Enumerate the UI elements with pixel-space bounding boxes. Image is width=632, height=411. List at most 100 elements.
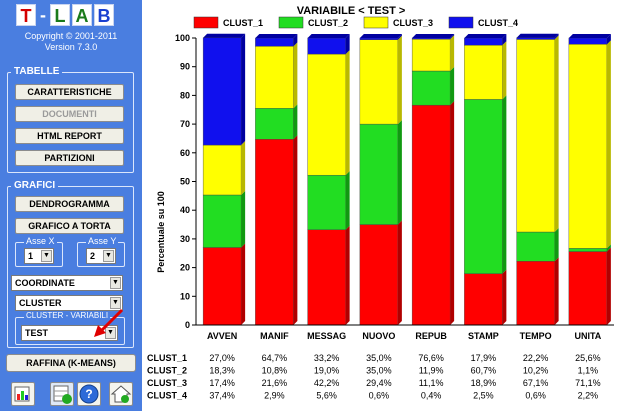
x-tick-label-repub: REPUB <box>415 331 447 341</box>
table-cell: 18,3% <box>209 366 235 376</box>
cluster-select[interactable]: CLUSTER ▼ <box>15 295 123 311</box>
bar-unita-clust_4 <box>568 37 608 45</box>
logo-letter-l: L <box>50 4 70 26</box>
chart-legend: CLUST_1 CLUST_2 CLUST_3 CLUST_4 <box>193 16 518 29</box>
table-cell: 11,1% <box>419 378 444 388</box>
chevron-down-icon[interactable]: ▼ <box>110 297 121 309</box>
table-cell: 10,2% <box>523 366 549 376</box>
y-tick-label: 20 <box>180 263 190 273</box>
bar-nuovo-clust_3 <box>359 39 399 125</box>
copyright-text: Copyright © 2001-2011 <box>24 31 118 41</box>
bar-messag-clust_2 <box>307 174 346 230</box>
cluster-variabili-group: CLUSTER - VARIABILI <box>15 311 125 345</box>
dendrogramma-button[interactable]: DENDROGRAMMA <box>15 196 124 212</box>
legend-label-clust_2: CLUST_2 <box>308 18 348 28</box>
table-cell: 11,9% <box>419 366 444 376</box>
table-cell: 2,9% <box>264 391 285 401</box>
bar-stamp-clust_4 <box>464 37 503 46</box>
bar-avven-clust_4 <box>202 37 242 146</box>
grafici-title: GRAFICI <box>11 180 59 191</box>
html-report-button[interactable]: HTML REPORT <box>15 128 124 144</box>
documenti-button[interactable]: DOCUMENTI <box>15 106 124 122</box>
y-tick-label: 10 <box>180 291 190 301</box>
help-icon: ? <box>79 384 99 404</box>
bar-top-repub <box>412 34 455 38</box>
grafico-a-torta-button[interactable]: GRAFICO A TORTA <box>15 218 124 234</box>
table-row-label-clust_1: CLUST_1 <box>147 353 187 363</box>
bar-top-nuovo <box>359 34 402 38</box>
y-tick-label: 60 <box>180 148 190 158</box>
bar-manif-clust_1 <box>255 139 294 326</box>
caratteristiche-button[interactable]: CARATTERISTICHE <box>15 84 124 100</box>
home-icon[interactable] <box>109 382 133 406</box>
bar-side-tempo-clust_2 <box>554 228 559 262</box>
bar-side-messag-clust_3 <box>345 50 350 176</box>
partizioni-button[interactable]: PARTIZIONI <box>15 150 124 166</box>
bar-messag-clust_3 <box>307 53 346 176</box>
chevron-down-icon[interactable]: ▼ <box>103 250 114 262</box>
table-cell: 33,2% <box>314 353 340 363</box>
grafici-panel <box>7 186 134 348</box>
bar-side-unita-clust_4 <box>606 34 611 45</box>
bar-side-tempo-clust_3 <box>554 35 559 233</box>
bar-side-stamp-clust_1 <box>502 269 507 325</box>
bar-side-nuovo-clust_3 <box>397 35 402 125</box>
asse-x-label: Asse X <box>24 236 57 246</box>
cluster-value: CLUSTER <box>19 298 62 308</box>
pointer-arrow-icon <box>94 308 124 337</box>
stacked-bar-chart: VARIABILE < TEST > CLUST_1 CLUST_2 CLUST_3… <box>147 5 614 401</box>
bar-nuovo-clust_2 <box>359 123 399 225</box>
table-cell: 27,0% <box>209 353 235 363</box>
bar-avven-clust_3 <box>202 144 242 196</box>
legend-swatch-clust_3 <box>363 16 389 29</box>
chart-export-icon[interactable] <box>11 382 35 406</box>
y-axis-label: Percentuale su 100 <box>156 191 166 273</box>
asse-x-group: Asse X <box>15 236 63 267</box>
asse-y-select[interactable]: 2 ▼ <box>86 248 116 264</box>
cluster-variabili-select[interactable]: TEST ▼ <box>21 325 118 341</box>
bars <box>202 33 611 326</box>
svg-text:?: ? <box>85 387 92 401</box>
y-tick-label: 90 <box>180 62 190 72</box>
y-tick-label: 40 <box>180 205 190 215</box>
table-cell: 17,9% <box>471 353 497 363</box>
bar-side-stamp-clust_2 <box>502 95 507 274</box>
coordinate-select[interactable]: COORDINATE ▼ <box>11 275 123 291</box>
table-cell: 35,0% <box>366 353 392 363</box>
asse-y-label: Asse Y <box>86 236 119 246</box>
asse-x-value: 1 <box>28 251 34 261</box>
asse-x-select[interactable]: 1 ▼ <box>24 248 54 264</box>
bar-nuovo-clust_4 <box>359 37 399 40</box>
table-cell: 2,5% <box>473 391 494 401</box>
table-cell: 25,6% <box>575 353 601 363</box>
bar-side-avven-clust_4 <box>241 33 246 146</box>
bar-unita-clust_1 <box>568 251 608 326</box>
bar-stamp-clust_2 <box>464 99 503 274</box>
bar-side-manif-clust_3 <box>293 42 298 109</box>
chevron-down-icon[interactable]: ▼ <box>41 250 52 262</box>
bar-side-repub-clust_2 <box>450 67 455 106</box>
table-cell: 10,8% <box>262 366 288 376</box>
table-cell: 5,6% <box>316 391 337 401</box>
legend-swatch-clust_4 <box>448 16 474 29</box>
chart-export-icon <box>14 386 30 402</box>
x-axis: AVVEN MANIF MESSAG NUOVO REPUB STAMP TEMPO UNIT… <box>196 324 614 341</box>
y-tick-label: 80 <box>180 90 190 100</box>
bar-top-manif <box>255 34 298 38</box>
raffina-kmeans-button[interactable]: RAFFINA (K-MEANS) <box>6 354 136 372</box>
cluster-variabili-value: TEST <box>25 328 49 338</box>
table-check-icon[interactable] <box>50 382 74 406</box>
legend-label-clust_1: CLUST_1 <box>223 18 263 28</box>
bar-side-nuovo-clust_2 <box>397 120 402 225</box>
table-row-label-clust_3: CLUST_3 <box>147 378 187 388</box>
help-icon[interactable]: ? <box>77 382 101 406</box>
chevron-down-icon[interactable]: ▼ <box>110 277 121 289</box>
x-tick-label-messag: MESSAG <box>307 331 346 341</box>
bar-side-unita-clust_2 <box>606 244 611 252</box>
legend-swatch-clust_1 <box>193 16 219 29</box>
bar-tempo-clust_1 <box>516 261 555 326</box>
table-cell: 21,6% <box>262 378 288 388</box>
value-table: CLUST_1 27,0% 64,7% 33,2% 35,0% 76,6% 17,9% 22,… <box>147 353 601 401</box>
logo-letter-b: B <box>94 4 114 26</box>
table-cell: 0,4% <box>421 391 442 401</box>
